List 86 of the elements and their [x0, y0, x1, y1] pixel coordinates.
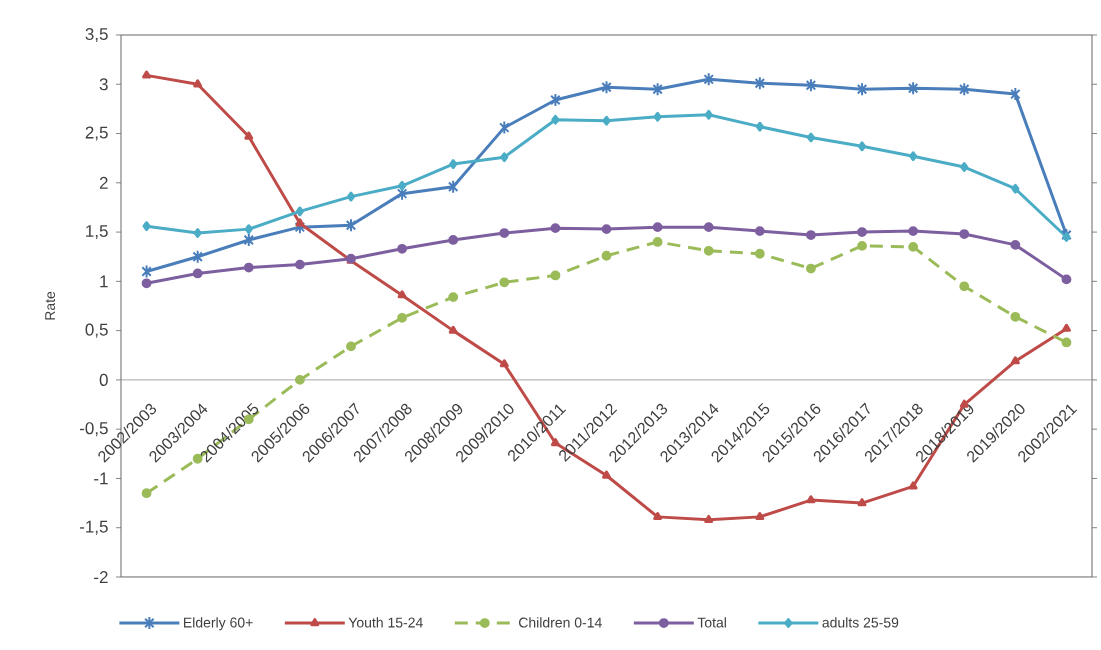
point [601, 250, 612, 261]
point [754, 248, 765, 259]
point [141, 278, 152, 289]
point [755, 121, 764, 132]
point [1061, 274, 1072, 285]
y-tick-label: 0 [99, 373, 108, 386]
point [243, 262, 254, 273]
point [142, 221, 151, 232]
point [755, 511, 765, 521]
point [703, 245, 714, 256]
point [448, 292, 459, 303]
y-tick-label: 2,5 [85, 126, 108, 141]
legend-label: Children 0-14 [518, 617, 602, 628]
point [244, 224, 253, 235]
point [653, 111, 662, 122]
point [703, 222, 714, 233]
point [653, 511, 663, 521]
point [652, 237, 663, 247]
y-tick-label: 3,5 [85, 27, 108, 43]
point [397, 243, 407, 254]
point [550, 270, 561, 281]
point [499, 359, 509, 368]
point [398, 180, 407, 191]
legend-label: adults 25-59 [822, 617, 899, 628]
y-tick-label: -1 [94, 472, 108, 485]
point [1062, 323, 1071, 332]
y-tick-label: 1 [100, 275, 108, 288]
point [857, 227, 867, 237]
point [1010, 239, 1021, 250]
legend-label: Elderly 60+ [184, 617, 253, 631]
point [294, 375, 305, 385]
point [602, 470, 611, 479]
point [1010, 356, 1020, 365]
point [959, 229, 970, 239]
point [857, 141, 867, 152]
point [806, 263, 816, 274]
point [448, 235, 459, 245]
y-tick-label: 1,5 [86, 225, 108, 240]
point [754, 226, 765, 236]
y-tick-label: 0,5 [85, 323, 108, 338]
point [602, 115, 611, 126]
point [141, 488, 152, 499]
point [550, 223, 561, 234]
point [295, 218, 305, 227]
y-tick-label: 2 [99, 176, 108, 189]
legend-label: Youth 15-24 [348, 617, 423, 628]
point [960, 162, 969, 172]
point [449, 159, 458, 169]
point [704, 514, 714, 524]
point [704, 109, 713, 120]
y-tick-label: -2 [94, 571, 108, 583]
point [295, 206, 304, 217]
point [857, 240, 867, 251]
point [857, 498, 867, 507]
y-tick-label: -1,5 [79, 520, 108, 535]
point [806, 132, 815, 143]
point [959, 281, 970, 292]
point [294, 259, 305, 270]
point [909, 151, 918, 162]
point [193, 228, 202, 238]
point [192, 268, 203, 279]
point [806, 230, 816, 240]
point [346, 191, 356, 202]
point [500, 152, 509, 163]
point [908, 241, 919, 252]
point [601, 224, 612, 235]
point [499, 228, 510, 238]
y-tick-label: 3 [99, 78, 108, 91]
point [652, 222, 663, 233]
point [1061, 337, 1072, 348]
point [806, 495, 816, 504]
point [499, 277, 510, 288]
point [1011, 183, 1020, 194]
point [397, 290, 407, 299]
point [551, 114, 560, 125]
point [244, 131, 254, 140]
point [193, 79, 203, 88]
point [908, 481, 918, 490]
point [908, 226, 919, 236]
legend-label: Total [697, 617, 726, 628]
point [1010, 311, 1021, 322]
y-axis-title: Rate [45, 291, 56, 320]
point [142, 70, 152, 79]
point [448, 325, 458, 334]
point [397, 312, 407, 323]
point [346, 341, 356, 352]
